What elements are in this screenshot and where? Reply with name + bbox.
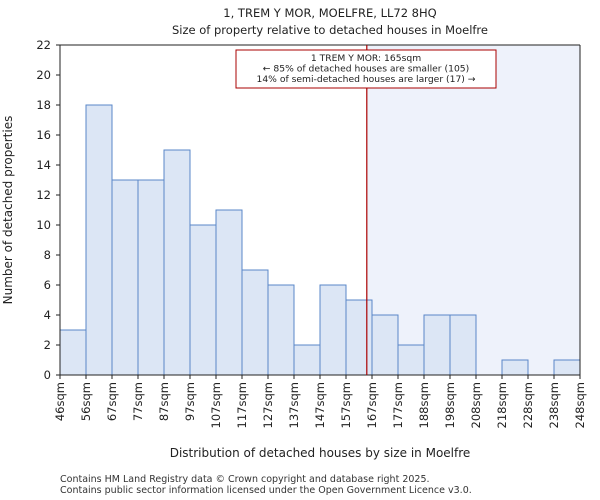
y-tick-label: 14	[36, 158, 51, 172]
x-tick-label: 137sqm	[287, 382, 301, 428]
y-tick-label: 12	[36, 188, 51, 202]
x-tick-label: 167sqm	[365, 382, 379, 428]
x-tick-label: 157sqm	[339, 382, 353, 428]
y-tick-label: 16	[36, 128, 51, 142]
x-tick-label: 218sqm	[495, 382, 509, 428]
bar	[423, 314, 451, 376]
bar	[59, 329, 87, 376]
bar	[397, 344, 425, 376]
bar	[345, 299, 373, 376]
x-axis-label: Distribution of detached houses by size …	[170, 446, 471, 460]
bar	[111, 179, 139, 376]
x-tick-label: 248sqm	[573, 382, 587, 428]
bar	[293, 344, 321, 376]
bar	[267, 284, 295, 376]
y-tick-label: 2	[44, 338, 51, 352]
x-tick-label: 228sqm	[521, 382, 535, 428]
y-tick-label: 0	[44, 368, 51, 382]
annotation-line-1: 1 TREM Y MOR: 165sqm	[311, 53, 421, 64]
bar	[215, 209, 243, 376]
bar	[163, 149, 191, 376]
x-tick-label: 177sqm	[391, 382, 405, 428]
footer-licence: Contains public sector information licen…	[60, 485, 472, 496]
bar	[319, 284, 347, 376]
annotation-line-3: 14% of semi-detached houses are larger (…	[256, 74, 475, 85]
bar	[189, 224, 217, 376]
footer-copyright: Contains HM Land Registry data © Crown c…	[60, 474, 430, 485]
chart-title: 1, TREM Y MOR, MOELFRE, LL72 8HQ	[223, 6, 436, 20]
bar	[449, 314, 477, 376]
x-tick-label: 67sqm	[105, 382, 119, 421]
x-tick-label: 208sqm	[469, 382, 483, 428]
x-tick-label: 56sqm	[79, 382, 93, 421]
bar	[85, 104, 113, 376]
bar	[501, 359, 529, 376]
x-tick-label: 127sqm	[261, 382, 275, 428]
annotation-line-2: ← 85% of detached houses are smaller (10…	[263, 64, 469, 75]
bar	[371, 314, 399, 376]
y-tick-label: 18	[36, 98, 51, 112]
bar	[553, 359, 581, 376]
x-tick-label: 107sqm	[209, 382, 223, 428]
bar	[241, 269, 269, 376]
y-tick-label: 10	[36, 218, 51, 232]
y-tick-label: 4	[44, 308, 51, 322]
x-tick-label: 87sqm	[157, 382, 171, 421]
x-tick-label: 77sqm	[131, 382, 145, 421]
y-tick-label: 6	[44, 278, 51, 292]
bar	[137, 179, 165, 376]
x-tick-label: 188sqm	[417, 382, 431, 428]
annotation-box	[235, 49, 497, 89]
y-tick-label: 22	[36, 38, 51, 52]
x-tick-label: 46sqm	[53, 382, 67, 421]
x-tick-label: 198sqm	[443, 382, 457, 428]
x-tick-label: 147sqm	[313, 382, 327, 428]
x-tick-label: 117sqm	[235, 382, 249, 428]
chart-subtitle: Size of property relative to detached ho…	[172, 23, 488, 37]
x-tick-label: 97sqm	[183, 382, 197, 421]
y-tick-label: 8	[44, 248, 51, 262]
y-tick-label: 20	[36, 68, 51, 82]
y-axis-label: Number of detached properties	[1, 116, 15, 305]
x-tick-label: 238sqm	[547, 382, 561, 428]
plot-area: 0 2 4 6 8 10 12 14 16 18 20 22 46sqm 56sqm 67sqm 77sqm 8…	[36, 38, 587, 428]
